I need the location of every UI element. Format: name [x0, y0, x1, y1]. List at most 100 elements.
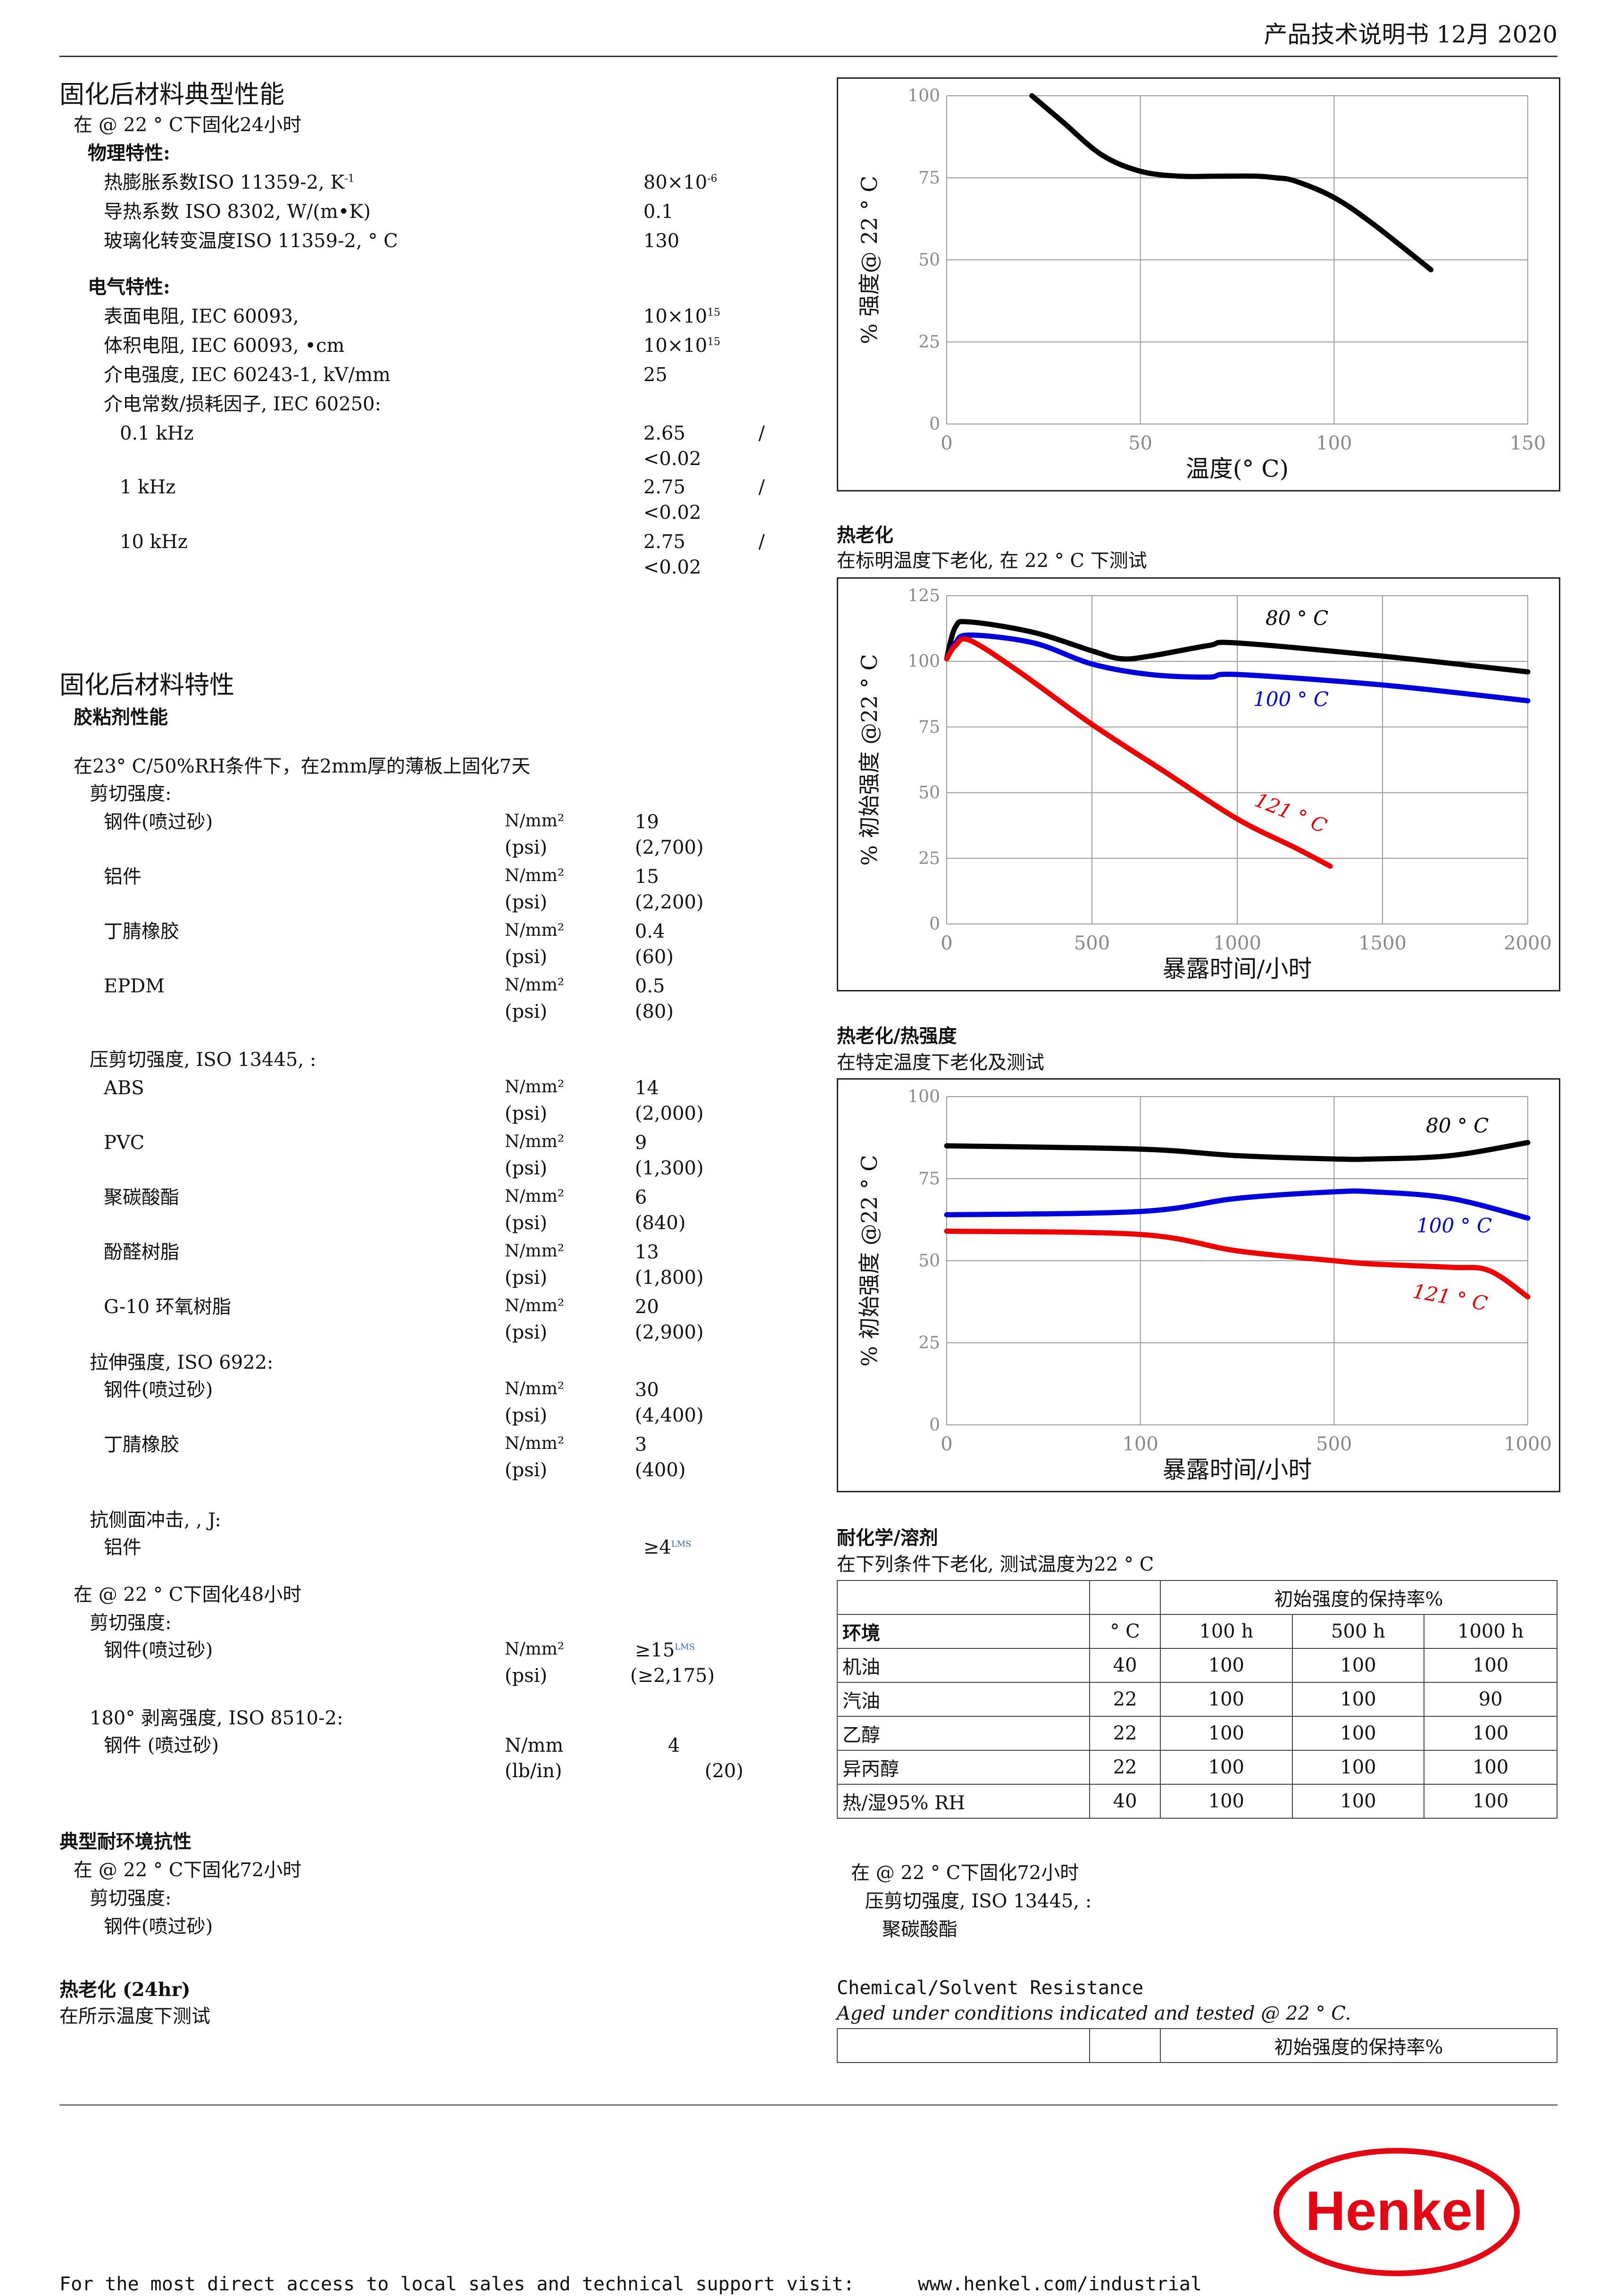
chart2-title: 热老化: [837, 524, 893, 546]
header-rule: [59, 56, 1557, 57]
property-label: 聚碳酸酯: [104, 1187, 179, 1208]
chem-env-cell: 乙醇: [836, 1716, 1091, 1751]
y-tick-label: 75: [918, 717, 940, 737]
y-tick-label: 50: [918, 783, 940, 803]
chem-env-cell: 机油: [836, 1648, 1091, 1683]
property-value-alt: (840): [635, 1212, 686, 1234]
x-tick-label: 0: [941, 433, 952, 454]
property-unit-alt: (psi): [505, 1267, 548, 1289]
adhesive-title: 胶粘剂性能: [74, 706, 168, 728]
series-line-strength: [1029, 93, 1434, 273]
series-label: 100 ° C: [1253, 688, 1329, 711]
x-tick-label: 50: [1128, 433, 1152, 454]
chem-value-cell: 100: [1424, 1750, 1557, 1785]
chem-value-cell: 100: [1160, 1648, 1293, 1683]
property-value-alt: (80): [635, 1001, 674, 1023]
chem-row: 机油 40 100 100 100: [836, 1648, 1557, 1683]
x-tick-label: 1500: [1358, 932, 1407, 954]
y-tick-label: 100: [908, 652, 940, 671]
physical-label: 玻璃化转变温度ISO 11359-2, ° C: [104, 230, 398, 252]
chem-title: 耐化学/溶剂: [837, 1527, 938, 1549]
property-label: 钢件(喷过砂): [104, 1379, 213, 1401]
chem-group-row: 初始强度的保持率%: [836, 1580, 1557, 1615]
chem-col-env: 环境: [836, 1614, 1091, 1649]
x-axis-label: 暴露时间/小时: [1163, 1456, 1312, 1483]
rb-pc: 聚碳酸酯: [882, 1919, 958, 1940]
cured-title: 固化后材料特性: [59, 671, 234, 699]
compress-title: 压剪切强度, ISO 13445, :: [90, 1049, 316, 1071]
peel-title: 180° 剥离强度, ISO 8510-2:: [90, 1707, 343, 1729]
dielectric-v1: 2.65: [643, 423, 686, 444]
y-axis-label: % 初始强度 @22 ° C: [857, 654, 882, 866]
series-line-100c: [944, 632, 1531, 704]
x-tick-label: 1000: [1504, 1433, 1552, 1455]
property-value-alt: (4,400): [635, 1405, 704, 1426]
shear48-title: 剪切强度:: [90, 1612, 172, 1634]
series-label: 100 ° C: [1416, 1214, 1492, 1237]
chem-env-cell: 汽油: [836, 1682, 1091, 1717]
property-value: 15: [635, 866, 659, 888]
electrical-title: 电气特性:: [88, 276, 170, 298]
y-tick-label: 25: [918, 333, 940, 352]
chem-value-cell: 100: [1160, 1784, 1293, 1819]
chart2-svg: 0 25 50 75 100 125 0 500 1000 1500 2000 暴露时间/小时 % 初始…: [857, 586, 1552, 982]
env-title: 典型耐环境抗性: [59, 1830, 192, 1853]
en-chem-header: 初始强度的保持率%: [1160, 2028, 1557, 2063]
property-label: 酚醛树脂: [104, 1241, 179, 1263]
property-value-alt: (1,300): [635, 1157, 704, 1179]
property-value: 3: [635, 1434, 647, 1456]
shear48-v1: ≥15LMS: [635, 1639, 695, 1661]
electrical-value: 10×1015: [643, 335, 721, 357]
series-line-121c: [944, 1228, 1531, 1300]
chem-table: 初始强度的保持率% 环境 ° C 100 h 500 h 1000 h 机油 40…: [836, 1580, 1557, 1819]
x-tick-label: 150: [1510, 433, 1546, 454]
property-value: 6: [635, 1187, 647, 1208]
property-value: 30: [635, 1379, 659, 1401]
chem-value-cell: 100: [1291, 1716, 1425, 1751]
heat-title: 热老化 (24hr): [59, 1979, 191, 2001]
chart2-subtitle: 在标明温度下老化, 在 22 ° C 下测试: [837, 550, 1147, 572]
typical-cure: 在 @ 22 ° C下固化24小时: [74, 114, 302, 136]
shear48-u1: N/mm²: [505, 1639, 565, 1659]
tensile-title: 拉伸强度, ISO 6922:: [90, 1352, 274, 1373]
footer-url-link[interactable]: www.henkel.com/industrial: [918, 2273, 1202, 2295]
chart1-svg: 0 25 50 75 100 0 50 100 150 温度(° C) % 强度@ 22 ° C: [857, 86, 1546, 482]
chem-value-cell: 100: [1291, 1784, 1425, 1819]
property-unit: N/mm²: [505, 1434, 565, 1453]
chem-col-500h: 500 h: [1291, 1614, 1425, 1649]
electrical-value: 25: [643, 364, 667, 386]
property-value: 9: [635, 1132, 647, 1154]
property-value: 14: [635, 1077, 659, 1099]
chem-value-cell: 100: [1291, 1682, 1425, 1717]
en-chem-table: 初始强度的保持率%: [836, 2028, 1557, 2063]
shear48-u2: (psi): [505, 1665, 548, 1687]
physical-title: 物理特性:: [88, 142, 170, 164]
dielectric-sep: /: [758, 476, 765, 498]
dielectric-v2: <0.02: [643, 448, 701, 470]
chem-env-cell: 热/湿95% RH: [836, 1784, 1091, 1819]
electrical-label: 介电常数/损耗因子, IEC 60250:: [104, 393, 381, 415]
dielectric-v2: <0.02: [643, 557, 701, 578]
shear48-v2: (≥2,175): [630, 1665, 715, 1687]
series-label: 121 ° C: [1411, 1280, 1489, 1315]
series-label: 80 ° C: [1426, 1114, 1489, 1137]
electrical-label: 体积电阻, IEC 60093, •cm: [104, 335, 345, 357]
property-unit: N/mm²: [505, 811, 565, 831]
peel-u1: N/mm: [505, 1735, 564, 1756]
env-steel: 钢件(喷过砂): [104, 1916, 213, 1938]
henkel-logo: Henkel: [1272, 2146, 1522, 2278]
property-value: 0.5: [635, 975, 665, 997]
property-value-alt: (2,700): [635, 837, 704, 858]
x-axis-label: 暴露时间/小时: [1163, 955, 1312, 982]
chem-value-cell: 100: [1160, 1716, 1293, 1751]
property-unit-alt: (psi): [505, 1157, 548, 1179]
rb-compress: 压剪切强度, ISO 13445, :: [865, 1890, 1092, 1912]
property-unit-alt: (psi): [505, 1459, 548, 1481]
x-tick-label: 0: [941, 1433, 952, 1455]
dielectric-v1: 2.75: [643, 476, 686, 498]
property-unit-alt: (psi): [505, 891, 548, 913]
property-value-alt: (2,000): [635, 1103, 704, 1124]
property-unit: N/mm²: [505, 975, 565, 995]
x-axis-label: 温度(° C): [1186, 455, 1289, 482]
